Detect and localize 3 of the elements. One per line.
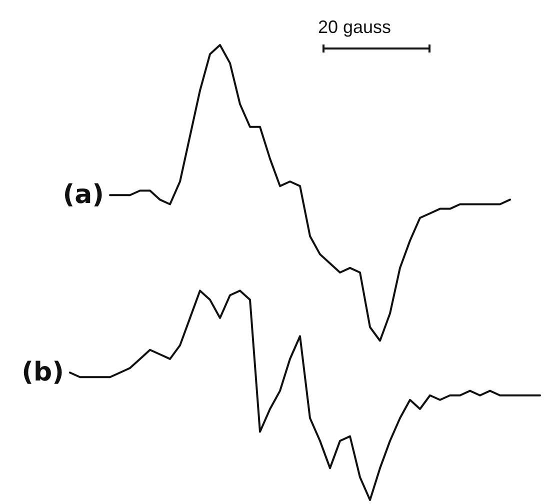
series-label: (b) [22,358,64,388]
series-label: (a) [62,180,104,210]
text: 20 gauss [318,17,392,37]
